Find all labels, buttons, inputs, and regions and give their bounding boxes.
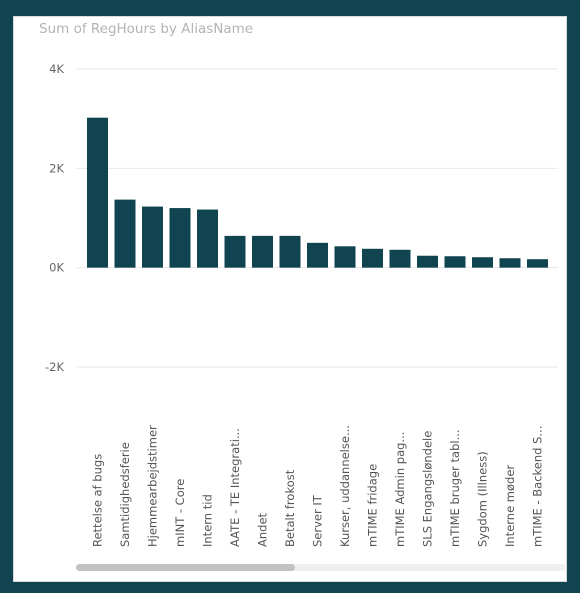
y-tick-label: 0K xyxy=(49,261,64,275)
bar xyxy=(142,206,163,268)
x-category-label: mTIME - Backend S... xyxy=(531,426,545,547)
x-category-label: Betalt frokost xyxy=(283,469,297,547)
chart-title: Sum of RegHours by AliasName xyxy=(39,21,254,37)
x-category-label: mTIME bruger tabl... xyxy=(448,429,462,547)
bar xyxy=(169,208,191,268)
x-category-label: AATE - TE Integrati... xyxy=(228,428,242,547)
x-category-label: Sygdom (Illness) xyxy=(476,451,490,547)
y-tick-label: 4K xyxy=(49,62,64,76)
x-category-label: Kurser, uddannelse... xyxy=(338,425,352,547)
x-category-label: SLS Engangsløndele xyxy=(421,431,435,547)
x-category-label: mINT - Core xyxy=(173,479,187,547)
bar xyxy=(87,117,108,268)
bar xyxy=(472,257,493,268)
bar xyxy=(279,235,301,268)
bar xyxy=(307,242,328,268)
bar xyxy=(417,255,438,268)
bar xyxy=(527,259,548,268)
bar xyxy=(334,246,356,268)
x-category-label: mTIME Admin pag... xyxy=(393,432,407,547)
chart-frame: Sum of RegHours by AliasName 4K 2K 0K -2K Re… xyxy=(13,16,567,582)
x-category-label: Hjemmearbejdstimer xyxy=(146,425,160,547)
x-category-label: Samtidighedsferie xyxy=(118,442,132,547)
x-category-label: Rettelse af bugs xyxy=(91,454,105,547)
horizontal-scrollbar[interactable] xyxy=(76,564,566,571)
bar xyxy=(362,248,383,268)
bar xyxy=(389,249,411,268)
bar xyxy=(224,235,246,268)
y-tick-label: 2K xyxy=(49,161,64,175)
bar xyxy=(197,209,218,268)
scrollbar-thumb[interactable] xyxy=(76,564,295,571)
x-category-label: Andet xyxy=(256,512,270,547)
x-category-label: Intern tid xyxy=(201,494,215,547)
bar xyxy=(499,258,521,268)
y-tick-label: -2K xyxy=(45,360,64,374)
x-category-label: Server IT xyxy=(311,494,325,547)
bar xyxy=(444,256,466,268)
x-category-label: Interne møder xyxy=(503,465,517,547)
bar xyxy=(252,235,273,268)
x-category-label: mTIME fridage xyxy=(366,464,380,547)
bar xyxy=(114,199,136,268)
bar-chart: 4K 2K 0K -2K Rettelse af bugs Samtidighedsfer… xyxy=(45,62,558,547)
